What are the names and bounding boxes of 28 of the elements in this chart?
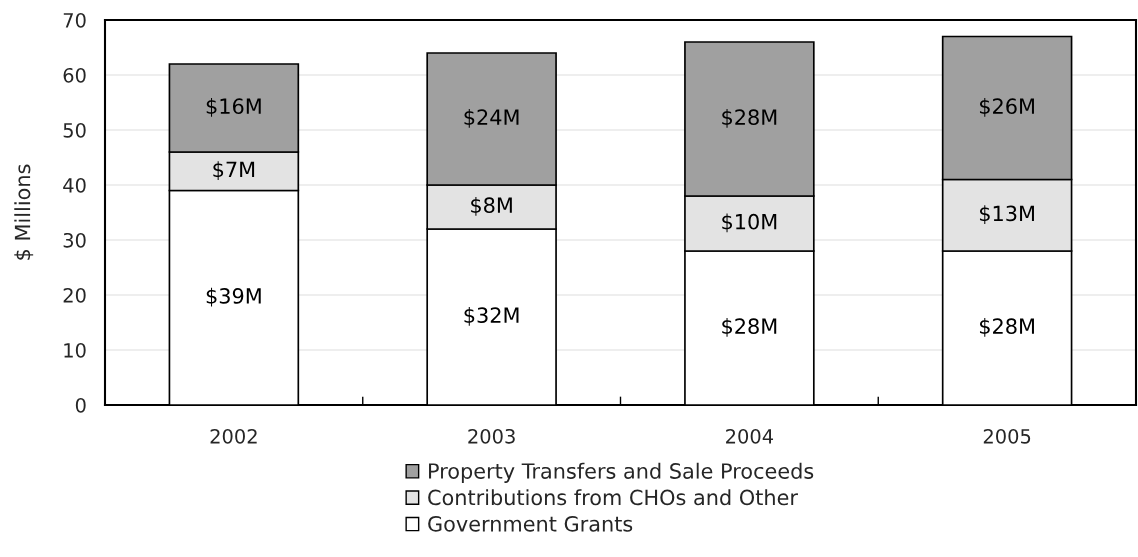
y-tick-label: 50 xyxy=(63,122,86,138)
y-tick-label: 30 xyxy=(63,232,86,248)
x-tick-label: 2005 xyxy=(983,428,1031,444)
legend-label: Government Grants xyxy=(428,515,633,532)
data-label: $28M xyxy=(722,317,777,337)
data-label: $39M xyxy=(206,287,261,307)
y-axis-title: $ Millions xyxy=(14,164,34,260)
x-tick-label: 2004 xyxy=(726,428,774,444)
data-label: $32M xyxy=(464,306,519,326)
data-label: $28M xyxy=(722,108,777,128)
x-tick-label: 2003 xyxy=(468,428,515,444)
y-tick-label: 10 xyxy=(64,342,86,358)
data-label: $8M xyxy=(471,196,512,216)
data-label: $28M xyxy=(979,317,1034,337)
legend-label: Contributions from CHOs and Other xyxy=(428,489,798,506)
y-tick-label: 70 xyxy=(63,12,86,28)
data-label: $7M xyxy=(213,161,255,181)
y-tick-label: 20 xyxy=(63,287,86,303)
y-tick-label: 60 xyxy=(63,67,86,83)
data-label: $24M xyxy=(464,108,519,128)
y-tick-label: 40 xyxy=(63,177,86,193)
legend-label: Property Transfers and Sale Proceeds xyxy=(429,462,814,483)
data-label: $16M xyxy=(206,97,261,117)
data-label: $10M xyxy=(722,213,777,233)
x-tick-label: 2002 xyxy=(210,428,257,444)
data-label: $26M xyxy=(979,97,1034,117)
y-tick-label: 0 xyxy=(75,397,86,413)
data-label: $13M xyxy=(979,205,1034,225)
